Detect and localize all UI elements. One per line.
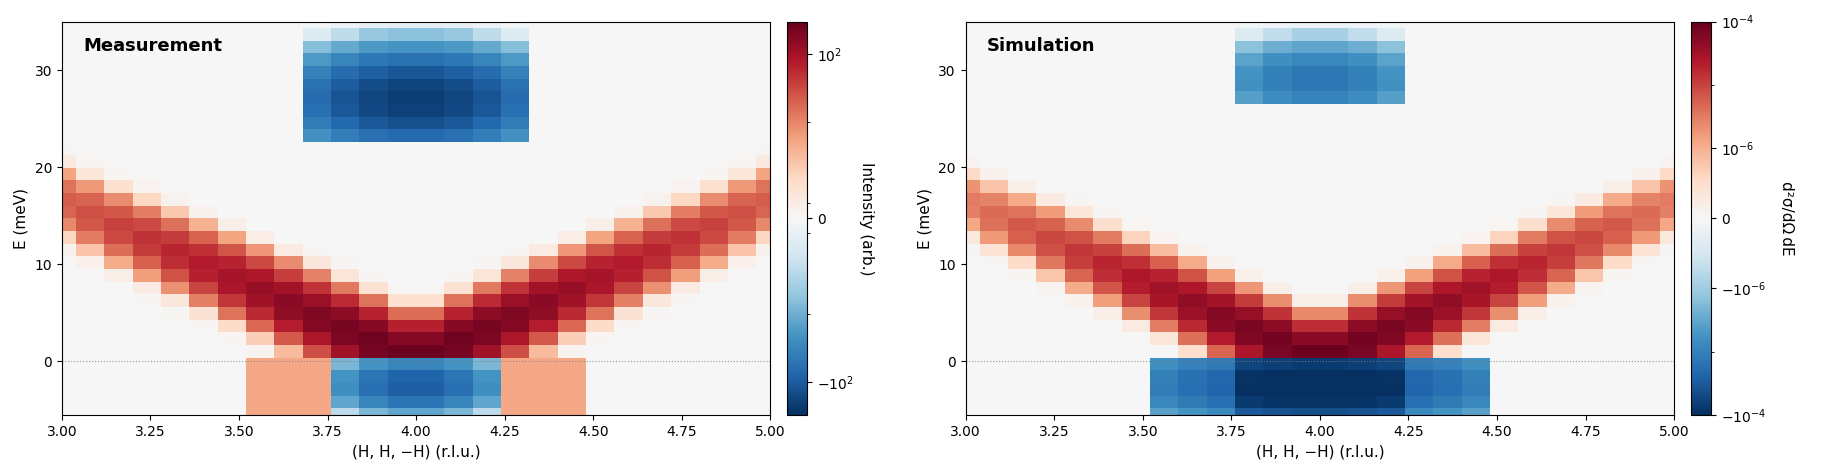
Text: Measurement: Measurement bbox=[83, 37, 222, 55]
Y-axis label: d²σ/dΩ dE: d²σ/dΩ dE bbox=[1778, 181, 1793, 255]
X-axis label: (H, H, −H) (r.l.u.): (H, H, −H) (r.l.u.) bbox=[1257, 444, 1385, 459]
X-axis label: (H, H, −H) (r.l.u.): (H, H, −H) (r.l.u.) bbox=[351, 444, 481, 459]
Y-axis label: E (meV): E (meV) bbox=[918, 188, 933, 249]
Text: Simulation: Simulation bbox=[986, 37, 1095, 55]
Y-axis label: Intensity (arb.): Intensity (arb.) bbox=[860, 161, 874, 275]
Y-axis label: E (meV): E (meV) bbox=[15, 188, 29, 249]
